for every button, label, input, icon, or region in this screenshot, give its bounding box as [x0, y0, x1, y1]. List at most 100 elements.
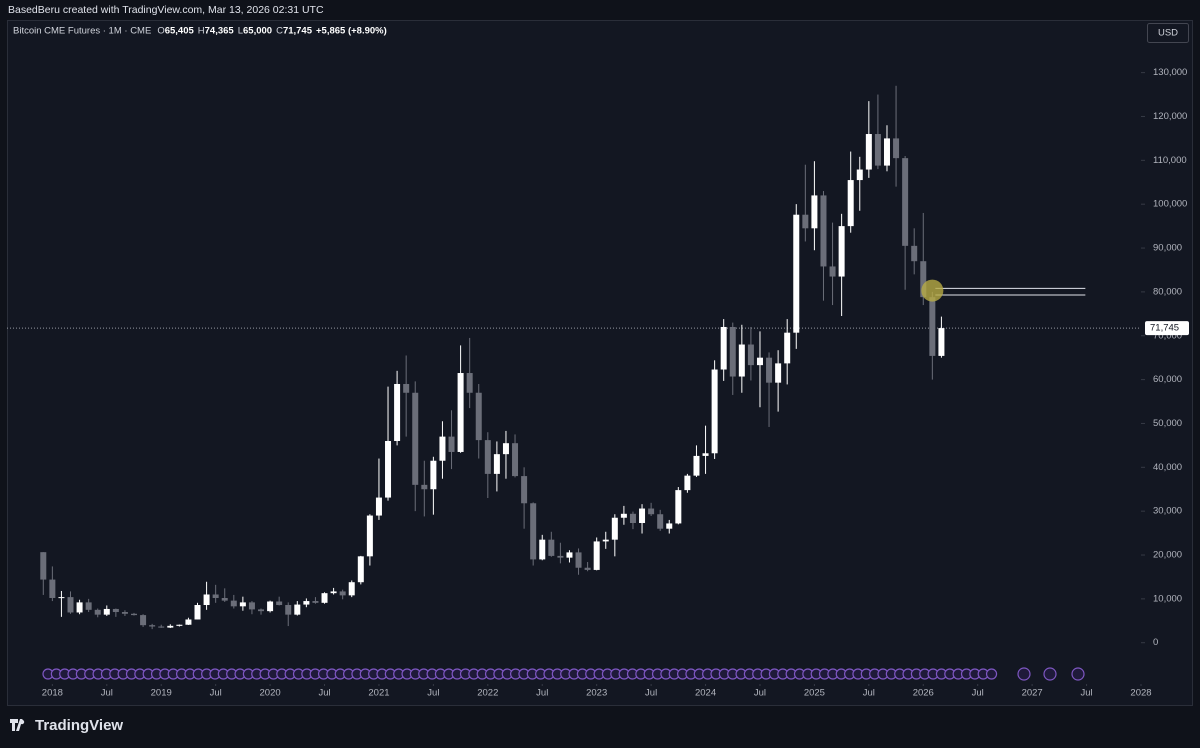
candle-body — [639, 508, 646, 524]
x-tick-label: 2025 — [804, 688, 825, 699]
x-tick-label: Jul — [863, 688, 875, 699]
brand-logo — [10, 719, 25, 731]
x-tick-label: Jul — [318, 688, 330, 699]
candle-body — [911, 245, 918, 262]
candle-body — [575, 552, 582, 568]
y-tick-label: 90,000 — [1153, 243, 1182, 254]
x-tick-label: Jul — [536, 688, 548, 699]
candle-body — [385, 440, 392, 498]
legend-label: C — [276, 26, 283, 37]
event-icon — [1071, 667, 1085, 681]
x-tick-label: 2022 — [477, 688, 498, 699]
candle-body — [902, 158, 909, 246]
candle-body — [339, 591, 346, 596]
candle-body — [793, 214, 800, 333]
candle-body — [49, 579, 56, 598]
x-tick-label: Jul — [972, 688, 984, 699]
candle-body — [321, 593, 328, 603]
legend-value: 65,405 — [165, 26, 195, 37]
candle-body — [829, 266, 836, 277]
candle-body — [103, 608, 110, 615]
candle-body — [248, 602, 255, 610]
x-tick-label: 2018 — [42, 688, 63, 699]
candle-body — [239, 602, 246, 607]
candle-body — [838, 226, 845, 277]
candle-body — [512, 443, 519, 477]
legend-value: 71,745 — [283, 26, 313, 37]
legend: Bitcoin CME Futures · 1M · CME O 65,405 H 7… — [13, 26, 387, 37]
candle-body — [131, 613, 138, 616]
candle-body — [194, 605, 201, 620]
last-price-tag — [1145, 321, 1189, 336]
candle-body — [611, 517, 618, 540]
candle-body — [212, 594, 219, 598]
candle-body — [693, 455, 700, 476]
event-icon — [1017, 667, 1031, 681]
candle-body — [648, 508, 655, 515]
y-tick-label: 30,000 — [1153, 506, 1182, 517]
candle-body — [874, 134, 881, 166]
x-tick-label: Jul — [645, 688, 657, 699]
candle-body — [493, 454, 500, 474]
y-tick-label: 40,000 — [1153, 462, 1182, 473]
candle-body — [276, 601, 283, 606]
candle-body — [375, 497, 382, 516]
candle-body — [620, 513, 627, 518]
candle-body — [94, 609, 101, 615]
candle-body — [720, 326, 727, 370]
y-tick-label: 50,000 — [1153, 418, 1182, 429]
chart-title: Bitcoin CME Futures · 1M · CME — [13, 26, 151, 37]
candle-body — [602, 539, 609, 542]
candle-body — [221, 597, 228, 601]
candle-body — [430, 460, 437, 490]
candle-body — [357, 556, 364, 583]
candle-body — [657, 514, 664, 529]
candle-body — [530, 503, 537, 560]
y-tick-label: 110,000 — [1153, 155, 1187, 166]
candle-body — [539, 539, 546, 560]
candle-body — [856, 169, 863, 181]
candle-body — [448, 436, 455, 452]
candle-body — [366, 515, 373, 557]
candle-body — [167, 625, 174, 628]
candle-body — [557, 555, 564, 558]
candle-body — [121, 612, 128, 614]
candle-body — [711, 369, 718, 454]
candle-body — [684, 475, 691, 491]
legend-label: O — [157, 26, 164, 37]
candle-body — [484, 440, 491, 474]
legend-value: 74,365 — [205, 26, 235, 37]
currency[interactable]: USD — [1158, 28, 1178, 39]
x-tick-label: Jul — [754, 688, 766, 699]
chart-pane — [7, 20, 1193, 706]
legend-label: H — [198, 26, 205, 37]
candle-body — [847, 180, 854, 227]
candle-body — [258, 609, 265, 612]
candle-body — [176, 624, 183, 626]
x-tick-label: 2021 — [368, 688, 389, 699]
candle-body — [303, 601, 310, 605]
candle-body — [883, 138, 890, 166]
candle-body — [775, 363, 782, 383]
currency-button[interactable] — [1147, 23, 1189, 43]
candle-body — [149, 625, 156, 627]
candle-body — [802, 214, 809, 229]
y-tick-label: 60,000 — [1153, 374, 1182, 385]
candle-body — [938, 328, 945, 356]
candle-body — [811, 195, 818, 229]
candle-body — [457, 373, 464, 452]
candle-body — [666, 523, 673, 529]
x-tick-label: Jul — [1080, 688, 1092, 699]
candle-body — [521, 476, 528, 504]
candle-body — [893, 138, 900, 159]
candle-body — [330, 591, 337, 594]
candle-body — [312, 601, 319, 603]
candle-body — [294, 604, 301, 615]
candle-body — [475, 392, 482, 441]
y-tick-label: 80,000 — [1153, 286, 1182, 297]
candle-body — [593, 541, 600, 570]
highlight-marker — [921, 279, 944, 302]
candle-body — [929, 297, 936, 356]
candle-body — [230, 600, 237, 607]
candle-body — [702, 453, 709, 456]
